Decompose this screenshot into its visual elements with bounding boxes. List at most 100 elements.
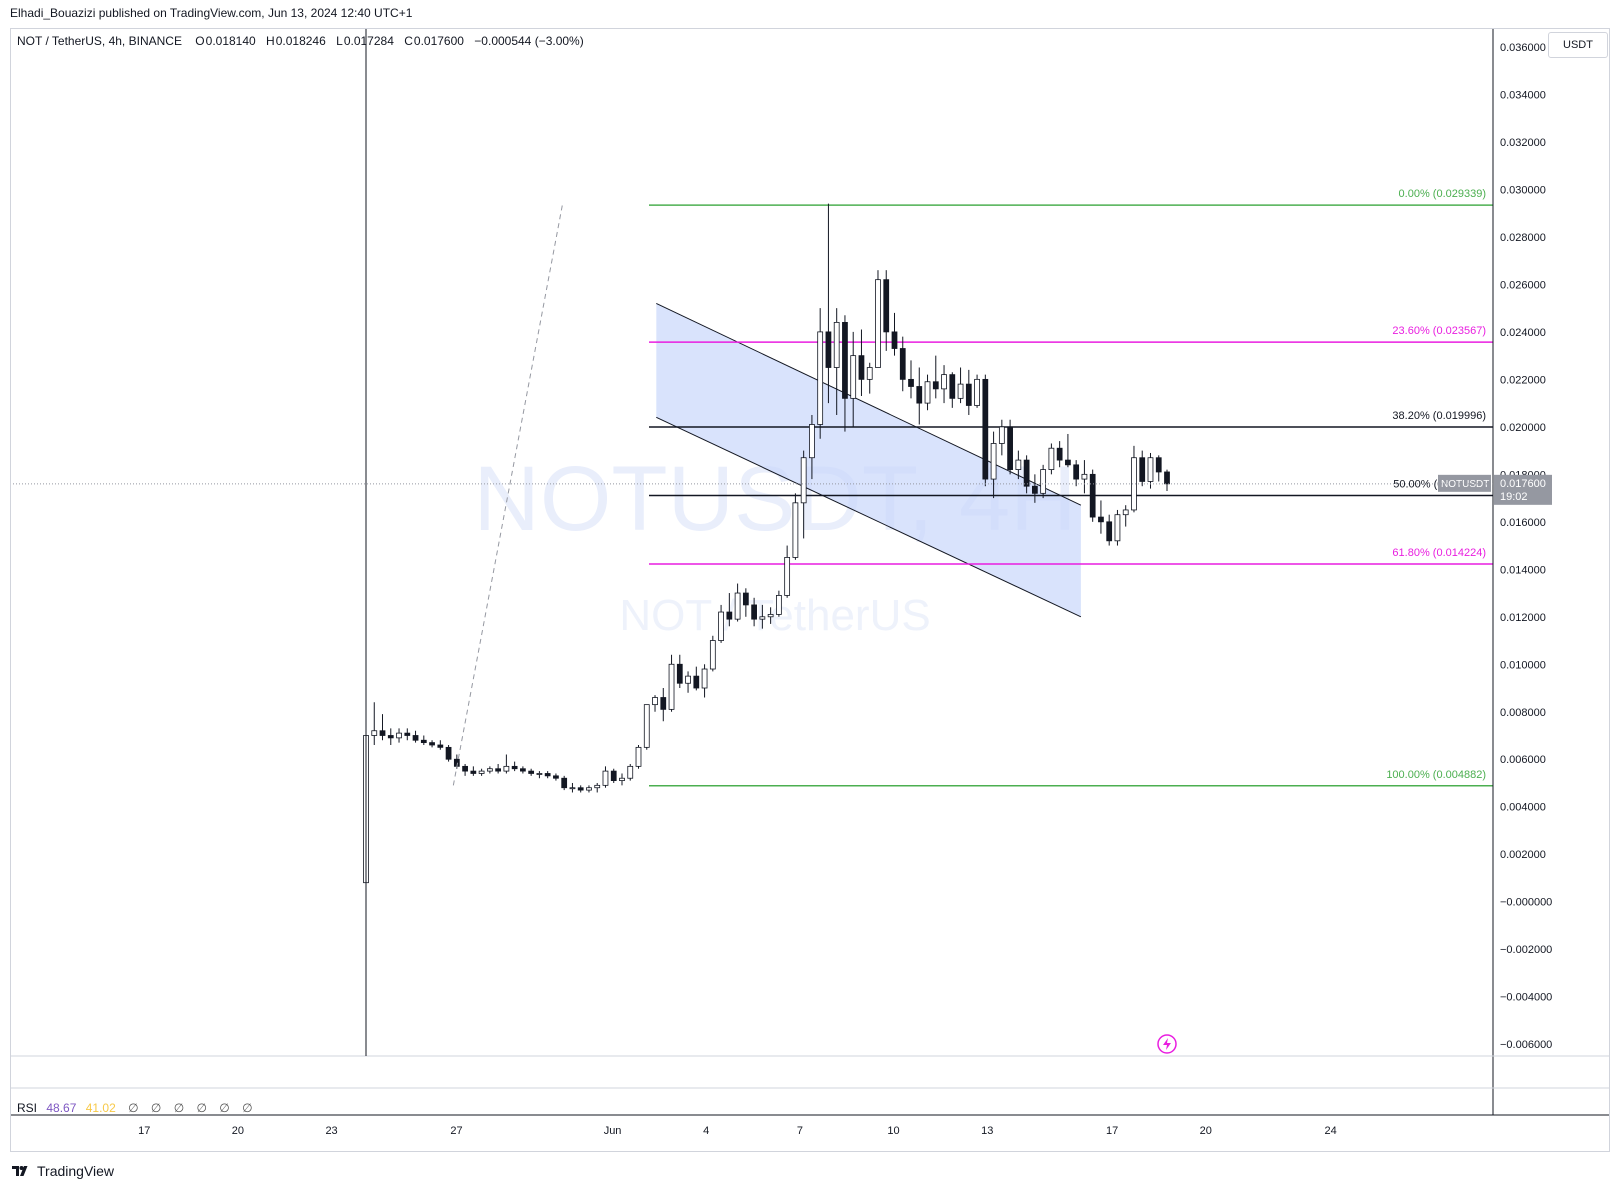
candle: [1023, 455, 1030, 494]
fibonacci-retracement[interactable]: 0.00% (0.029339) 23.60% (0.023567) 38.20% …: [649, 188, 1493, 787]
price-tick-label: 0.036000: [1500, 42, 1546, 54]
time-tick-label: 27: [450, 1125, 462, 1137]
candle: [982, 374, 989, 487]
time-tick-label: 17: [1106, 1125, 1118, 1137]
price-axis[interactable]: 0.036000 0.034000 0.032000 0.030000 0.028000…: [1438, 42, 1552, 1051]
candle-body: [520, 768, 526, 772]
candle-body: [1040, 469, 1047, 494]
price-tick-label: 0.030000: [1500, 184, 1546, 196]
candle-body: [1131, 457, 1137, 511]
candle: [1031, 474, 1038, 503]
price-tick-label: 0.008000: [1500, 707, 1546, 719]
candle: [825, 203, 832, 404]
candle: [916, 367, 923, 425]
candle-body: [751, 604, 757, 620]
candle: [1155, 455, 1162, 482]
candle-body: [635, 746, 642, 767]
candle: [676, 654, 683, 689]
candle-body: [932, 381, 939, 390]
price-tick-label: 0.024000: [1500, 327, 1546, 339]
candle-body: [709, 640, 716, 670]
candle-body: [1023, 459, 1030, 487]
tradingview-logo-icon: [12, 1166, 28, 1176]
candle: [528, 768, 535, 776]
null-value: ∅: [128, 1101, 139, 1115]
candle: [1147, 452, 1154, 489]
candle-body: [742, 592, 749, 606]
brand-name: TradingView: [37, 1163, 115, 1179]
candle: [701, 664, 708, 698]
candle: [1056, 441, 1063, 468]
candle-body: [379, 730, 386, 736]
null-value: ∅: [173, 1101, 185, 1115]
candle-body: [949, 374, 956, 399]
candle: [866, 362, 873, 394]
candle-body: [866, 367, 873, 380]
lightning-icon-bolt: [1163, 1038, 1171, 1050]
candle: [437, 740, 444, 750]
candle: [594, 782, 601, 793]
candle: [1015, 450, 1022, 480]
time-tick-label: 7: [797, 1125, 803, 1137]
open-value: 0.018140: [205, 34, 256, 48]
candle: [1139, 450, 1146, 487]
candle: [1081, 460, 1088, 494]
candle-body: [701, 668, 708, 689]
time-tick-label: 23: [325, 1125, 337, 1137]
candle: [800, 450, 807, 539]
candle-body: [561, 777, 568, 789]
null-value: ∅: [219, 1101, 230, 1115]
candle-body: [577, 787, 584, 791]
candle: [875, 270, 881, 368]
time-axis[interactable]: 17 20 23 27 Jun 4 7 10 13 17 20 24: [138, 1125, 1337, 1137]
price-tick-label: 0.010000: [1500, 659, 1546, 671]
candle-body: [486, 768, 493, 772]
candle: [577, 785, 584, 793]
candle: [817, 308, 824, 439]
candle-body: [1065, 459, 1071, 466]
candle: [429, 740, 435, 748]
candle-body: [652, 697, 658, 706]
time-tick-label: 24: [1325, 1125, 1337, 1137]
candle-body: [536, 773, 543, 775]
candle-body: [437, 744, 444, 748]
lightning-icon-ring: [1157, 1034, 1177, 1054]
candle: [635, 744, 642, 769]
candle: [734, 583, 741, 622]
candle-body: [891, 331, 898, 349]
candle: [586, 785, 592, 793]
candle: [1073, 460, 1080, 487]
rsi-legend[interactable]: RSI 48.67 41.02 ∅ ∅ ∅ ∅ ∅ ∅: [17, 1101, 253, 1115]
candle: [561, 775, 568, 791]
candle: [553, 773, 559, 781]
candle: [610, 768, 617, 783]
candle-body: [1048, 447, 1055, 470]
tradingview-brand[interactable]: TradingView: [10, 1163, 114, 1179]
candle: [379, 714, 386, 741]
candle: [1122, 505, 1129, 527]
bar-countdown: 19:02: [1500, 491, 1528, 503]
last-price-value: 0.017600: [1500, 478, 1546, 490]
candle: [957, 367, 964, 404]
currency-button[interactable]: USDT: [1548, 32, 1608, 58]
candle: [412, 730, 419, 743]
candle-body: [1122, 509, 1129, 516]
candle: [998, 419, 1005, 456]
candle-body: [850, 355, 857, 399]
fib-level-label: 61.80% (0.014224): [1392, 547, 1486, 559]
candle-body: [916, 386, 923, 404]
candle-body: [371, 730, 378, 736]
price-tick-label: −0.000000: [1500, 897, 1552, 909]
candle: [932, 355, 939, 399]
candle: [776, 590, 782, 617]
candle: [660, 688, 667, 722]
candle: [693, 666, 700, 691]
rsi-ma-value: 41.02: [85, 1101, 116, 1115]
candle-body: [784, 557, 791, 596]
rsi-value: 48.67: [46, 1101, 77, 1115]
candle-body: [1089, 473, 1096, 518]
candle-body: [1155, 457, 1162, 473]
candle-body: [908, 378, 914, 387]
price-tick-label: 0.026000: [1500, 279, 1546, 291]
